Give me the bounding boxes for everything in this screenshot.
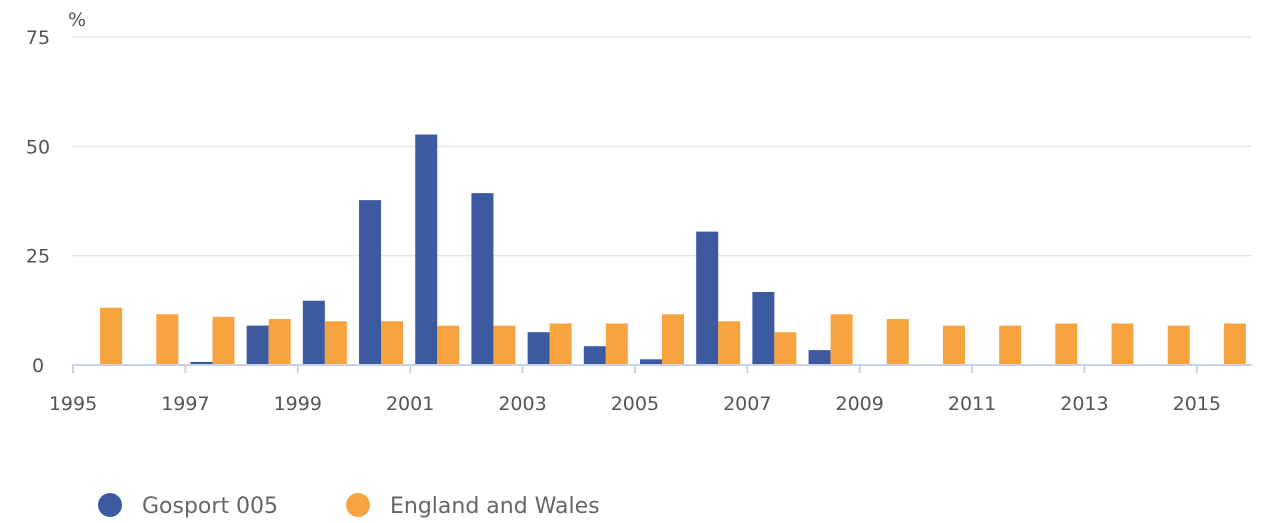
bar-england-and-wales-2015 — [1223, 323, 1246, 365]
x-tick-label: 2003 — [498, 393, 546, 415]
bar-gosport-005-2001 — [415, 134, 438, 365]
bar-gosport-005-2007 — [752, 291, 775, 365]
bar-england-and-wales-1997 — [212, 316, 235, 365]
bar-england-and-wales-1996 — [156, 314, 179, 365]
bar-england-and-wales-2009 — [886, 319, 909, 365]
bar-england-and-wales-2012 — [1055, 323, 1078, 365]
bar-gosport-005-1997 — [190, 361, 213, 365]
axes: 1995 1997 1999 2001 2003 2005 2007 2009 2011 2013… — [49, 364, 1252, 415]
bar-gosport-005-1999 — [302, 300, 325, 365]
bar-gosport-005-1998 — [246, 325, 269, 365]
x-tick-label: 2005 — [611, 393, 659, 415]
legend-label-1[interactable]: England and Wales — [390, 494, 600, 519]
bar-gosport-005-2008 — [808, 350, 831, 365]
bar-england-and-wales-2007 — [774, 332, 797, 365]
bar-england-and-wales-2000 — [381, 321, 404, 365]
bar-gosport-005-2003 — [527, 332, 550, 365]
bar-gosport-005-2006 — [696, 231, 719, 365]
y-tick-label: 75 — [26, 27, 50, 49]
legend: Gosport 005 England and Wales — [98, 493, 600, 519]
bar-england-and-wales-1998 — [268, 319, 291, 365]
y-tick-label: 25 — [26, 246, 50, 268]
x-tick-label: 2001 — [386, 393, 434, 415]
x-tick-label: 2015 — [1173, 393, 1221, 415]
bar-england-and-wales-2001 — [437, 325, 460, 365]
x-tick-label: 1999 — [274, 393, 322, 415]
x-tick-label: 2009 — [835, 393, 883, 415]
y-axis-unit-label: % — [68, 9, 86, 31]
bar-gosport-005-2002 — [471, 193, 494, 365]
bar-england-and-wales-2010 — [942, 325, 965, 365]
bar-england-and-wales-1995 — [100, 307, 123, 365]
bar-england-and-wales-2006 — [718, 321, 741, 365]
x-tick-label: 2013 — [1060, 393, 1108, 415]
bar-england-and-wales-1999 — [324, 321, 347, 365]
bar-england-and-wales-2004 — [605, 323, 628, 365]
bar-england-and-wales-2008 — [830, 314, 853, 365]
bar-gosport-005-2000 — [359, 200, 382, 365]
legend-marker-1 — [346, 493, 370, 517]
legend-label-0[interactable]: Gosport 005 — [142, 494, 278, 519]
y-tick-label: 0 — [32, 355, 44, 377]
bar-gosport-005-2005 — [640, 359, 662, 365]
x-tick-label: 2007 — [723, 393, 771, 415]
bar-england-and-wales-2003 — [549, 323, 572, 365]
bar-england-and-wales-2011 — [999, 325, 1022, 365]
bar-england-and-wales-2014 — [1167, 325, 1190, 365]
bar-england-and-wales-2013 — [1111, 323, 1134, 365]
bar-gosport-005-2004 — [583, 346, 606, 365]
bar-england-and-wales-2002 — [493, 325, 516, 365]
bar-england-and-wales-2005 — [662, 314, 684, 365]
x-tick-label: 1997 — [161, 393, 209, 415]
legend-marker-0 — [98, 493, 122, 517]
x-tick-label: 2011 — [948, 393, 996, 415]
gridlines: 0 25 50 75 — [26, 27, 1252, 377]
x-tick-label: 1995 — [49, 393, 97, 415]
y-tick-label: 50 — [26, 136, 50, 158]
bars — [100, 134, 1246, 365]
